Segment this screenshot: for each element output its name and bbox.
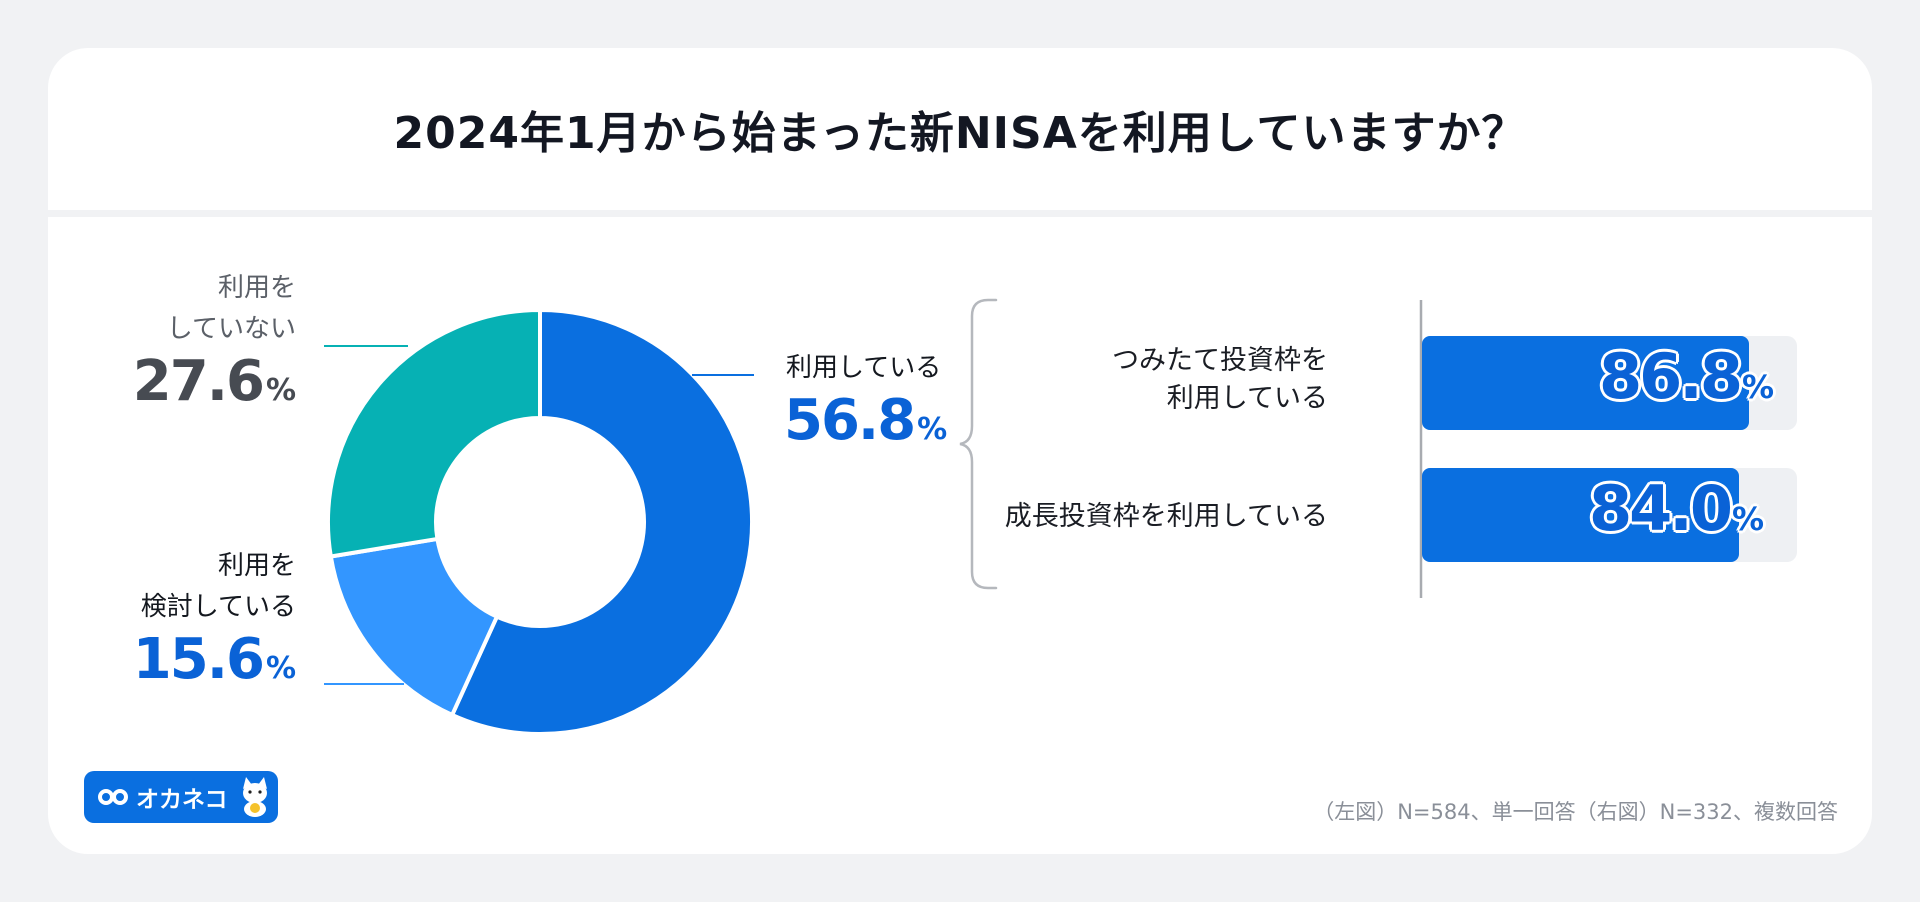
divider (48, 210, 1872, 217)
chart-card: 2024年1月から始まった新NISAを利用していますか？ 利用を していない 2… (48, 48, 1872, 854)
chart-svg (324, 298, 1797, 736)
donut-slice-not-using (326, 308, 542, 559)
value-considering: 15.6% (132, 627, 296, 692)
brace-path (959, 298, 998, 590)
value-not-using: 27.6% (132, 349, 296, 414)
logo-text: オカネコ (136, 787, 228, 813)
okaneco-logo: オカネコ (84, 771, 278, 823)
label-considering-line1: 利用を (217, 551, 296, 581)
label-not-using: 利用を していない 27.6% (108, 268, 296, 423)
bar-label-seicho-line1: 成長投資枠を利用している (1004, 501, 1328, 532)
bar-label-tsumitate-line1: つみたて投資枠を (1112, 345, 1328, 376)
bar-0 (1422, 336, 1749, 430)
donut-chart (326, 308, 754, 736)
bar-label-seicho: 成長投資枠を利用している (948, 498, 1328, 536)
label-considering: 利用を 検討している 15.6% (88, 546, 296, 701)
bar-chart (1419, 300, 1797, 598)
leader-lines (324, 345, 754, 685)
bar-label-tsumitate: つみたて投資枠を 利用している (988, 342, 1328, 418)
label-not-using-line1: 利用を (217, 273, 296, 303)
label-using-line1: 利用している (786, 353, 942, 383)
bracket-brace (959, 298, 998, 590)
infinity-glasses-icon (98, 787, 128, 807)
chart-title: 2024年1月から始まった新NISAを利用していますか？ (393, 108, 1527, 159)
donut-slice-using (450, 308, 754, 736)
value-using: 56.8% (784, 388, 948, 453)
title-row: 2024年1月から始まった新NISAを利用していますか？ (48, 48, 1872, 210)
bar-1 (1422, 468, 1739, 562)
label-considering-line2: 検討している (140, 592, 296, 622)
bar-value-tsumitate: 86.8% (1599, 340, 1775, 413)
label-not-using-line2: していない (166, 314, 296, 344)
bar-label-tsumitate-line2: 利用している (1166, 383, 1328, 414)
bar-value-seicho: 84.0% (1589, 472, 1765, 545)
cat-mascot-icon (240, 775, 270, 817)
label-using: 利用している 56.8% (784, 348, 984, 462)
sample-note: （左図）N=584、単一回答（右図）N=332、複数回答 (1313, 800, 1838, 824)
